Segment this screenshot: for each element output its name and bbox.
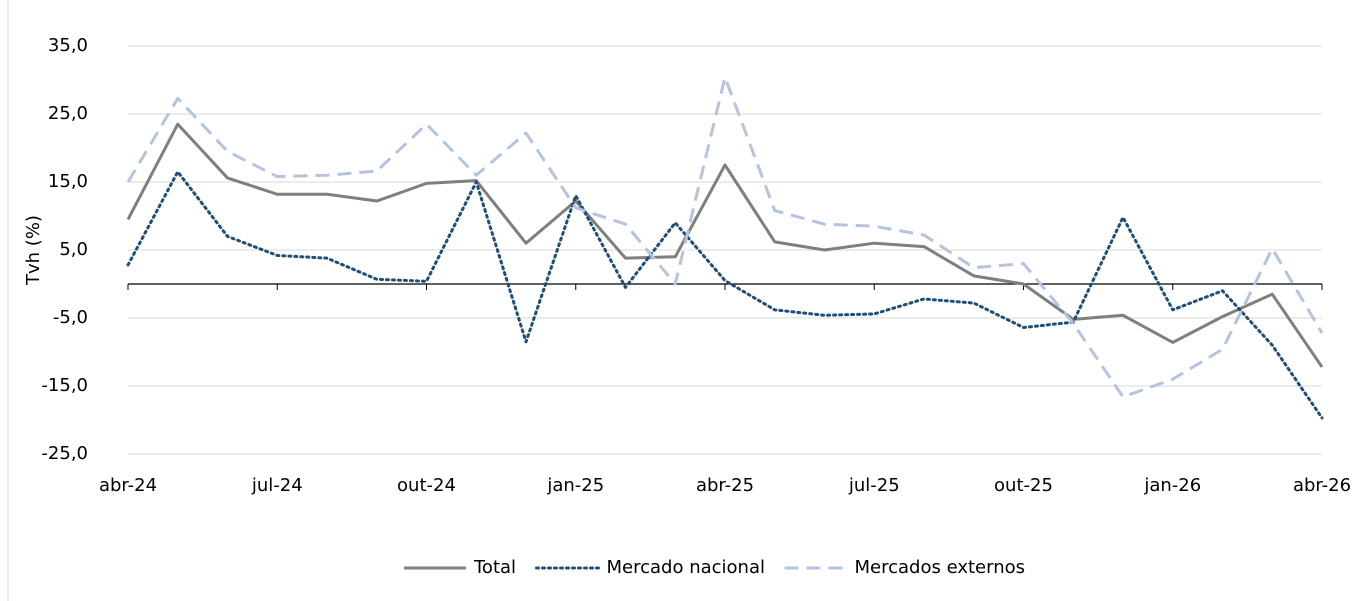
data-line bbox=[126, 170, 1324, 420]
y-tick-label: 15,0 bbox=[48, 171, 88, 192]
x-tick-label: out-24 bbox=[397, 475, 456, 496]
legend-label: Total bbox=[473, 557, 516, 578]
x-tick-label: out-25 bbox=[994, 475, 1053, 496]
y-tick-label: -15,0 bbox=[41, 375, 88, 396]
y-axis-label: Tvh (%) bbox=[23, 215, 44, 286]
y-tick-label: -25,0 bbox=[41, 443, 88, 464]
y-tick-label: 25,0 bbox=[48, 103, 88, 124]
x-tick-label: abr-24 bbox=[99, 475, 157, 496]
y-tick-label: -5,0 bbox=[53, 307, 88, 328]
x-tick-label: jul-24 bbox=[251, 475, 303, 496]
legend-label: Mercado nacional bbox=[607, 557, 765, 578]
x-tick-label: jan-26 bbox=[1143, 475, 1201, 496]
x-tick-label: jan-25 bbox=[546, 475, 604, 496]
x-tick-label: abr-26 bbox=[1293, 475, 1351, 496]
data-line bbox=[126, 75, 1324, 399]
x-tick-label: abr-25 bbox=[696, 475, 754, 496]
data-line bbox=[126, 122, 1324, 368]
x-tick-label: jul-25 bbox=[848, 475, 900, 496]
legend-label: Mercados externos bbox=[855, 557, 1026, 578]
y-tick-label: 35,0 bbox=[48, 35, 88, 56]
y-tick-label: 5,0 bbox=[59, 239, 88, 260]
